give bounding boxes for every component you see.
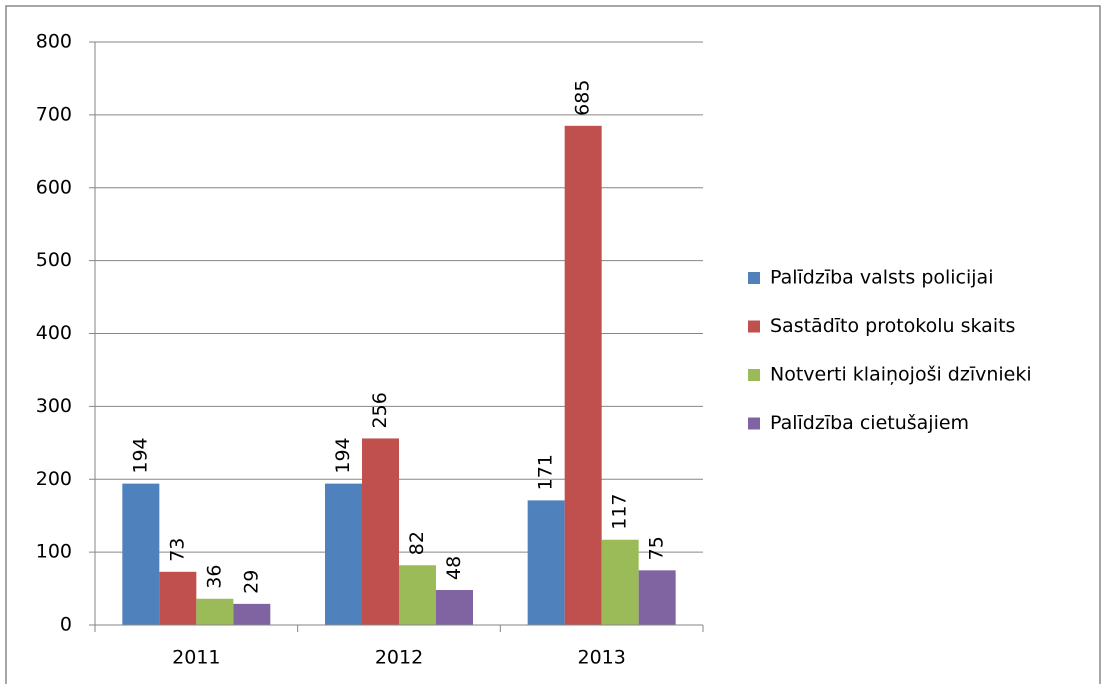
bar — [196, 598, 234, 625]
data-label: 36 — [203, 565, 225, 589]
legend-swatch — [748, 369, 760, 381]
legend-swatch — [748, 320, 760, 333]
data-label: 75 — [646, 536, 668, 560]
bar — [399, 565, 436, 625]
bar — [325, 483, 362, 625]
y-tick-label: 100 — [36, 541, 72, 563]
bar — [601, 539, 639, 625]
data-label: 256 — [369, 392, 391, 428]
bar — [638, 570, 676, 625]
bar — [436, 590, 473, 625]
bar — [159, 571, 197, 625]
bar — [564, 125, 602, 626]
y-tick-label: 200 — [36, 468, 72, 490]
x-tick-label: 2012 — [375, 647, 423, 669]
legend-label: Notverti klaiņojoši dzīvnieki — [770, 364, 1032, 386]
data-label: 48 — [443, 556, 465, 580]
y-tick-label: 0 — [60, 614, 72, 636]
bar — [233, 603, 271, 625]
data-label: 194 — [129, 437, 151, 473]
data-label: 117 — [609, 493, 631, 529]
y-tick-label: 800 — [36, 31, 72, 53]
data-label: 29 — [240, 570, 262, 594]
legend-swatch — [748, 417, 760, 430]
y-tick-label: 400 — [36, 322, 72, 344]
data-label: 194 — [332, 437, 354, 473]
legend-swatch — [748, 272, 760, 284]
legend-label: Palīdzība cietušajiem — [770, 412, 969, 434]
legend-label: Sastādīto protokolu skaits — [770, 315, 1015, 337]
bar — [362, 438, 399, 625]
data-label: 73 — [166, 538, 188, 562]
data-label: 685 — [572, 80, 594, 116]
y-tick-label: 300 — [36, 395, 72, 417]
data-label: 82 — [406, 531, 428, 555]
x-tick-label: 2013 — [577, 647, 625, 669]
bar — [122, 483, 160, 625]
bar — [527, 500, 565, 625]
y-tick-label: 600 — [36, 176, 72, 198]
y-tick-label: 700 — [36, 103, 72, 125]
legend-label: Palīdzība valsts policijai — [770, 267, 993, 289]
data-label: 171 — [535, 454, 557, 490]
y-tick-label: 500 — [36, 249, 72, 271]
x-tick-label: 2011 — [172, 647, 220, 669]
